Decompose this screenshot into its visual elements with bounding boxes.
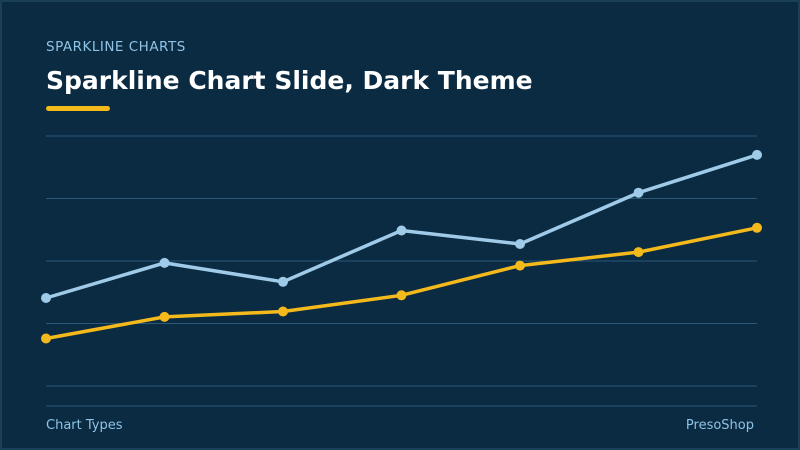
series-1-point-5 — [515, 239, 525, 249]
series-1-point-4 — [396, 225, 407, 236]
series-2-point-4 — [396, 290, 407, 301]
footer-category: Chart Types — [46, 418, 123, 433]
series-2 — [41, 222, 762, 344]
series-1-point-3 — [278, 276, 288, 287]
footer-brand: PresoShop — [685, 418, 754, 433]
series-2-point-1 — [41, 333, 51, 344]
chart-gridlines — [46, 135, 757, 407]
series-2-point-3 — [278, 306, 288, 317]
chart-series — [41, 149, 762, 344]
series-2-line — [44, 226, 759, 341]
series-1-point-6 — [633, 187, 644, 198]
title-accent-bar — [46, 106, 110, 111]
series-2-point-2 — [159, 311, 170, 322]
slide-kicker: SPARKLINE CHARTS — [46, 39, 186, 55]
series-1 — [41, 149, 762, 303]
series-1-point-7 — [752, 149, 762, 160]
series-2-point-6 — [633, 247, 644, 258]
series-2-point-5 — [515, 260, 525, 271]
slide-title: Sparkline Chart Slide, Dark Theme — [46, 66, 533, 95]
series-1-point-2 — [159, 257, 170, 268]
series-1-point-1 — [41, 293, 51, 303]
series-2-point-7 — [752, 222, 762, 233]
